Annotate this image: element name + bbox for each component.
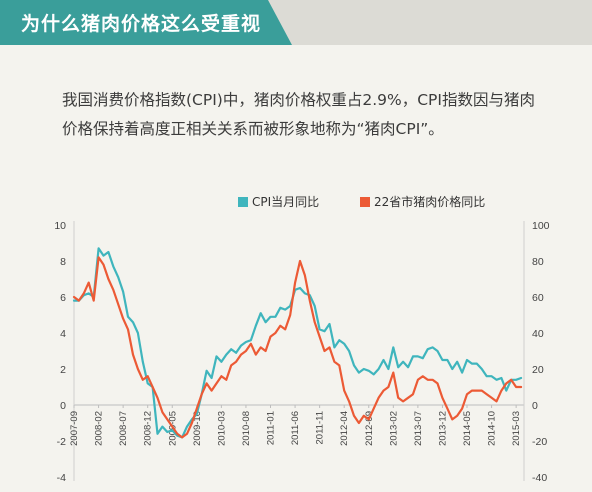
y-left-tick: -2: [57, 436, 66, 448]
legend-label-1: CPI当月同比: [252, 195, 319, 209]
y-left-tick: 8: [60, 256, 66, 268]
x-axis: 2007-09 2008-02 2008-07 2008-12 2009-05 2009-…: [69, 405, 522, 446]
y-right-tick: -40: [532, 472, 547, 484]
x-tick-label: 2012-04: [339, 411, 350, 446]
y-left-tick: 10: [54, 220, 66, 232]
y-left-tick: 0: [60, 400, 66, 412]
x-tick-label: 2011-01: [266, 411, 277, 445]
y-right-tick: 80: [532, 256, 544, 268]
intro-line-1: 我国消费价格指数(CPI)中，猪肉价格权重占2.9%，CPI指数因与猪肉: [62, 91, 535, 109]
x-tick-label: 2014-05: [462, 411, 473, 446]
x-tick-label: 2009-10: [192, 411, 203, 446]
x-tick-label: 2015-03: [511, 411, 522, 446]
y-right-tick: 100: [532, 220, 550, 232]
x-tick-label: 2010-03: [216, 411, 227, 446]
x-tick-label: 2011-06: [290, 411, 301, 445]
x-tick-label: 2008-02: [94, 411, 105, 446]
intro-line-2: 价格保持着高度正相关关系而被形象地称为“猪肉CPI”。: [62, 120, 444, 138]
x-tick-label: 2014-10: [487, 411, 498, 446]
y-left-tick: 6: [60, 292, 66, 304]
y-right-tick: -20: [532, 436, 547, 448]
x-tick-label: 2008-12: [143, 411, 154, 446]
header-banner: [0, 0, 292, 45]
legend-swatch-1: [238, 197, 248, 207]
x-tick-label: 2011-11: [315, 411, 326, 444]
x-tick-label: 2007-09: [69, 411, 80, 446]
chart-legend: CPI当月同比 22省市猪肉价格同比: [238, 194, 485, 209]
y-right-tick: 40: [532, 328, 544, 340]
series-line-2: [72, 256, 523, 439]
y-axis-right: 100 80 60 40 20 0 -20 -40: [532, 220, 550, 484]
y-right-tick: 0: [532, 400, 538, 412]
page-title: 为什么猪肉价格这么受重视: [21, 13, 262, 35]
legend-swatch-2: [360, 197, 370, 207]
x-tick-label: 2010-08: [241, 411, 252, 446]
y-left-tick: -4: [57, 472, 66, 484]
chart-grid: [73, 221, 525, 481]
x-tick-label: 2012-09: [364, 411, 375, 446]
x-tick-label: 2013-02: [388, 411, 399, 446]
x-tick-label: 2013-07: [413, 411, 424, 446]
intro-text: 我国消费价格指数(CPI)中，猪肉价格权重占2.9%，CPI指数因与猪肉 价格保…: [62, 86, 582, 144]
y-right-tick: 20: [532, 364, 544, 376]
legend-label-2: 22省市猪肉价格同比: [374, 194, 485, 209]
series-line-1: [72, 247, 523, 439]
y-left-tick: 2: [60, 364, 66, 376]
chart-series: [72, 247, 523, 439]
x-tick-label: 2013-12: [437, 411, 448, 446]
y-left-tick: 4: [60, 328, 66, 340]
y-right-tick: 60: [532, 292, 544, 304]
y-axis-left: 10 8 6 4 2 0 -2 -4: [54, 220, 66, 484]
x-tick-label: 2008-07: [118, 411, 129, 446]
